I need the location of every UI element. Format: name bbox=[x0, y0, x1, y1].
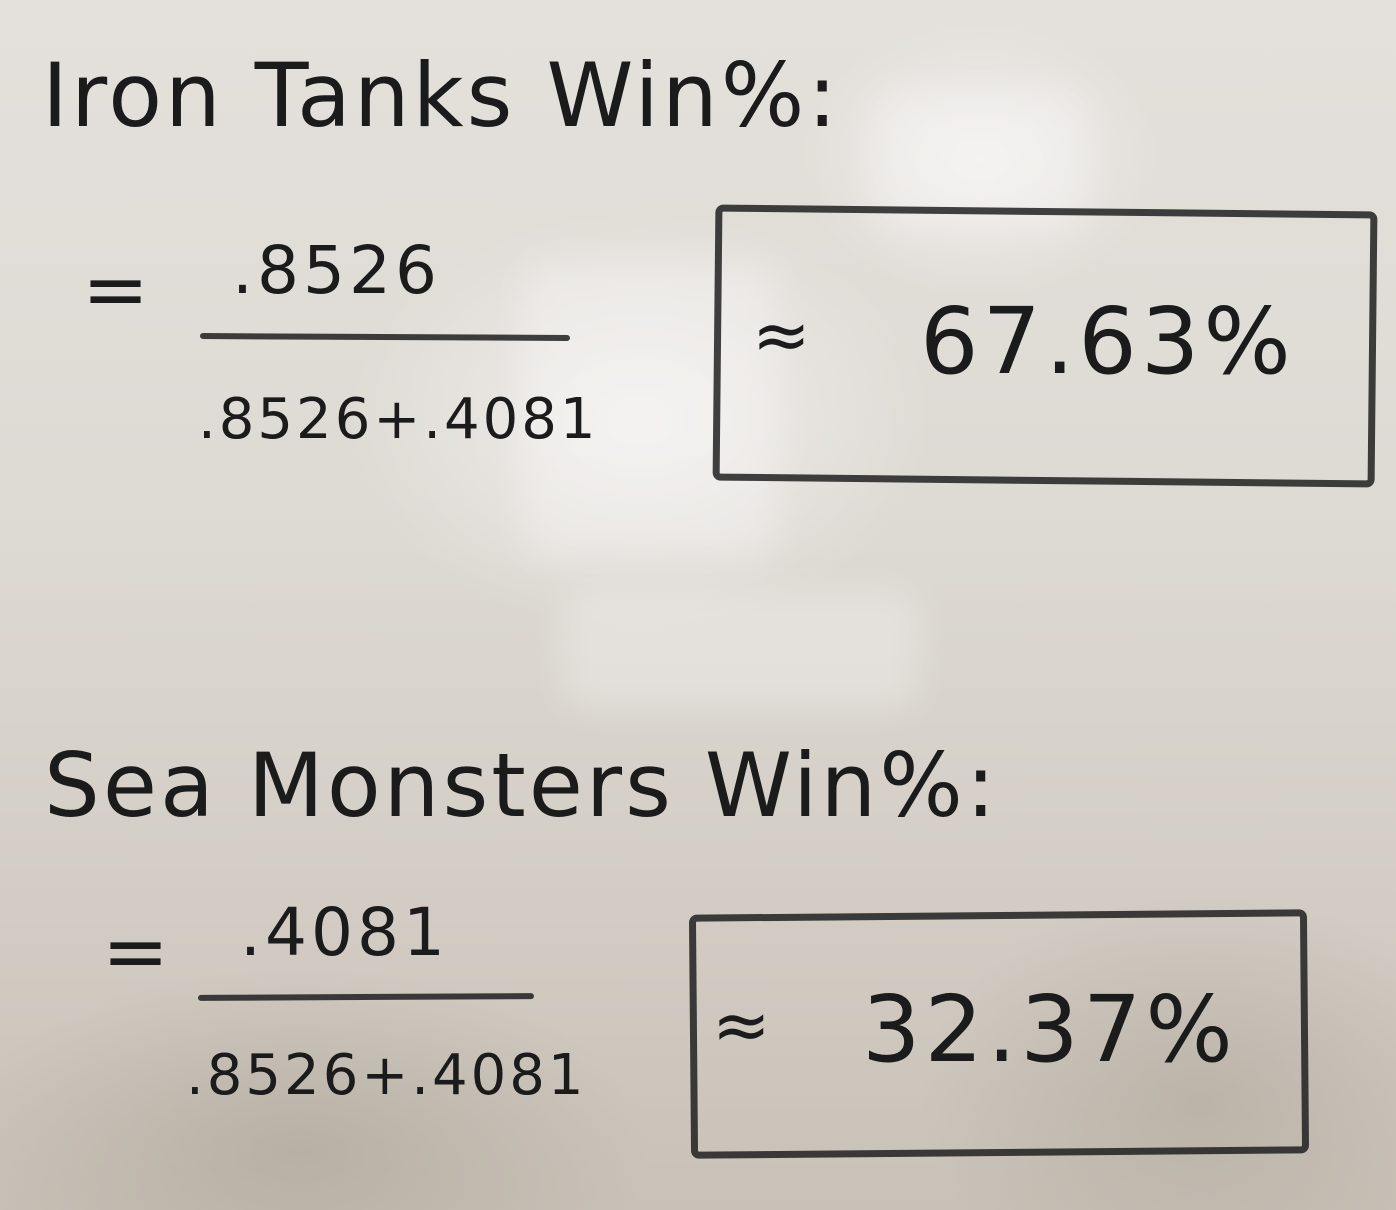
sea-monsters-heading: Sea Monsters Win%: bbox=[44, 734, 999, 837]
glare-reflection bbox=[560, 590, 920, 710]
sea-result: 32.37% bbox=[862, 976, 1237, 1083]
sea-approx-sign: ≈ bbox=[712, 984, 773, 1066]
iron-fraction-bar bbox=[199, 333, 571, 341]
iron-approx-sign: ≈ bbox=[752, 294, 813, 376]
iron-denominator: .8526+.4081 bbox=[198, 387, 599, 452]
sea-denominator: .8526+.4081 bbox=[186, 1043, 587, 1108]
sea-fraction-bar bbox=[197, 993, 535, 1001]
sea-numerator: .4081 bbox=[240, 894, 449, 971]
iron-result: 67.63% bbox=[920, 288, 1295, 395]
sea-equals-sign: = bbox=[102, 905, 172, 998]
iron-equals-sign: = bbox=[82, 243, 152, 336]
iron-numerator: .8526 bbox=[232, 232, 441, 309]
glare-reflection bbox=[870, 90, 1090, 230]
iron-tanks-heading: Iron Tanks Win%: bbox=[42, 44, 841, 147]
glare-reflection bbox=[520, 260, 780, 560]
